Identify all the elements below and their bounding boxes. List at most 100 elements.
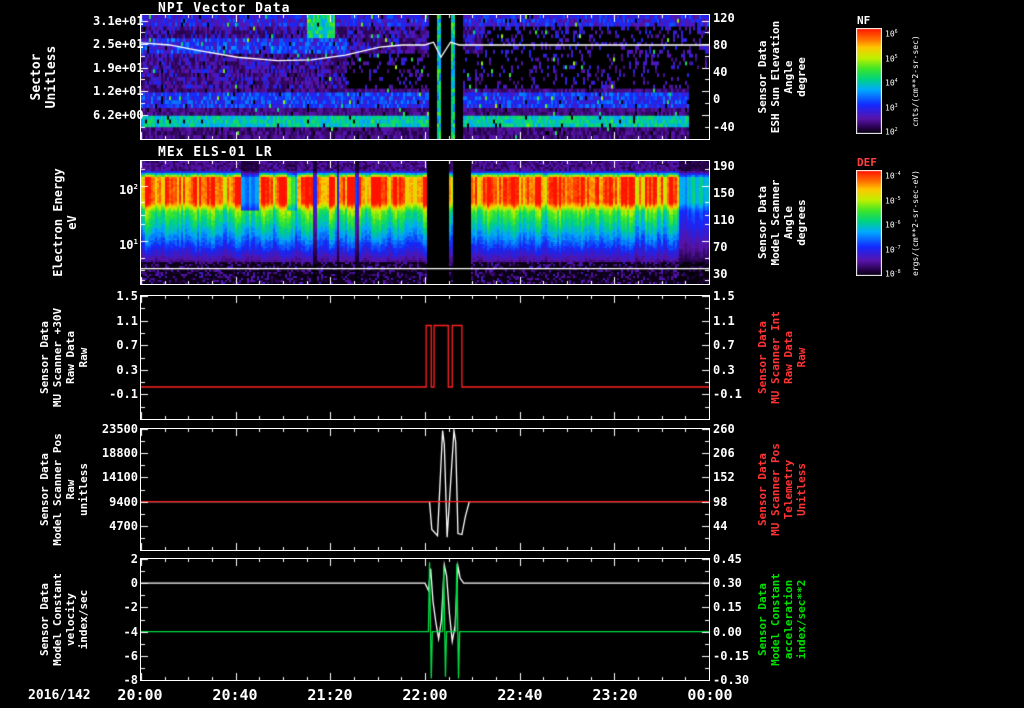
y-tick-label: -8 <box>123 673 138 687</box>
colorbar-nf-label: NF <box>857 14 871 27</box>
model-scanner-pos-ylabel-left: Sensor Data Model Scanner Pos Raw unitle… <box>38 433 90 546</box>
els-panel-title: MEx ELS-01 LR <box>158 145 273 160</box>
y-tick-label: 152 <box>713 470 735 485</box>
y-tick-label: 44 <box>713 518 728 533</box>
y-tick-label: 0.45 <box>713 552 742 566</box>
mu-scanner-raw-canvas <box>141 296 709 419</box>
y-tick-label: 0.30 <box>713 576 742 591</box>
exponent: 2 <box>894 127 898 133</box>
y-tick-label: 1.2e+01 <box>93 84 144 99</box>
colorbar-tick-label: 10-4 <box>885 171 901 181</box>
y-tick-label: 0.3 <box>116 362 138 377</box>
colorbar-def-units: ergs/(cm**2-sr-sec-eV) <box>910 170 920 276</box>
colorbar-tick-label: 10-6 <box>885 220 901 230</box>
panel-npi-vector: Sector Unitless 3.1e+01 2.5e+01 1.9e+01 1.2… <box>29 11 808 140</box>
exponent: -5 <box>894 195 901 202</box>
npi-ylabel-right: Sensor Data ESH Sun Elevation Angle degr… <box>756 20 808 134</box>
model-scanner-pos-ylabel-right: Sensor Data MU Scanner Pos Telemetry Uni… <box>756 443 808 536</box>
panel-model-scanner-pos: Sensor Data Model Scanner Pos Raw unitle… <box>38 423 808 551</box>
y-tick-label: 18800 <box>101 446 138 461</box>
model-scanner-pos-canvas <box>141 429 709 550</box>
colorbar-tick-label: 106 <box>885 29 898 39</box>
x-tick-label: 21:20 <box>307 686 353 704</box>
y-tick-label: -0.1 <box>713 387 742 402</box>
y-tick-label: 260 <box>713 422 735 436</box>
exponent: -6 <box>894 220 901 226</box>
y-tick-label: 9400 <box>109 494 138 509</box>
mu-scanner-raw-ylabel-left: Sensor Data MU Scanner +30V Raw Data Raw <box>38 307 90 408</box>
y-tick-label: 0.7 <box>713 338 735 353</box>
npi-yticks-right: 120 80 40 0 -40 <box>713 10 757 139</box>
npi-yticks-left: 3.1e+01 2.5e+01 1.9e+01 1.2e+01 6.2e+00 <box>93 13 144 139</box>
exponent: 2 <box>133 181 138 191</box>
y-tick-label: 14100 <box>101 470 138 485</box>
y-tick-label: -2 <box>123 600 138 615</box>
y-tick-label: 110 <box>713 213 735 228</box>
y-tick-label: -0.30 <box>713 673 750 687</box>
y-tick-label: 2 <box>130 552 138 566</box>
y-tick-label: 70 <box>713 240 728 255</box>
y-tick-label: 30 <box>713 267 728 282</box>
x-tick-label: 22:40 <box>497 686 543 704</box>
exponent: -4 <box>894 171 901 177</box>
npi-panel-title: NPI Vector Data <box>158 1 291 16</box>
y-tick-label: -0.15 <box>713 648 750 663</box>
colorbar-def-ticks: 10-4 10-5 10-6 10-7 10-8 <box>885 170 911 279</box>
y-tick-label: 40 <box>713 65 728 80</box>
x-tick-label: 20:40 <box>212 686 258 704</box>
x-tick-label: 23:20 <box>592 686 638 704</box>
y-tick-label: 206 <box>713 446 735 461</box>
model-constant-ylabel-right: Sensor Data Model Constant acceleration … <box>756 573 808 666</box>
exponent: 4 <box>894 78 898 84</box>
y-tick-label: 4700 <box>109 518 138 533</box>
els-yticks-left: 102 101 <box>93 161 138 284</box>
model-constant-yticks-left: 2 0 -2 -4 -6 -8 <box>93 553 138 687</box>
npi-ylabel-left: Sector Unitless <box>28 45 59 109</box>
colorbar-tick-label: 104 <box>885 78 898 88</box>
y-tick-label: 0 <box>713 92 721 107</box>
y-tick-label: 0.7 <box>116 338 138 353</box>
els-ylabel-left: Electron Energy eV <box>50 168 79 277</box>
colorbar-def-label: DEF <box>857 156 877 169</box>
els-ylabel-right: Sensor Data Model Scanner Angle degrees <box>756 179 808 266</box>
y-tick-label: 2.5e+01 <box>93 37 144 52</box>
y-tick-label: 3.1e+01 <box>93 13 144 28</box>
y-tick-label: 120 <box>713 10 735 25</box>
y-tick-label: 80 <box>713 38 728 52</box>
colorbar-tick-label: 102 <box>885 127 898 137</box>
colorbar-tick-label: 105 <box>885 53 898 64</box>
x-tick-label: 20:00 <box>117 686 163 704</box>
colorbar-tick-label: 10-8 <box>885 269 901 279</box>
exponent: -8 <box>894 269 901 275</box>
exponent: 6 <box>894 29 898 35</box>
mu-scanner-raw-ylabel-right: Sensor Data MU Scanner Int Raw Data Raw <box>756 311 808 404</box>
y-tick-label: 101 <box>119 236 138 252</box>
exponent: 5 <box>894 53 898 60</box>
panel-model-constant: Sensor Data Model Constant velocity inde… <box>38 553 808 687</box>
y-tick-label: 0 <box>130 576 138 591</box>
x-tick-label: 22:00 <box>402 686 448 704</box>
y-tick-label: 0.15 <box>713 600 742 615</box>
y-tick-label: 1.1 <box>713 313 735 328</box>
colorbar-nf-units: cnts/(cm**2-sr-sec) <box>910 35 920 127</box>
y-tick-label: 102 <box>119 181 138 197</box>
colorbar-tick-label: 103 <box>885 102 898 113</box>
els-spectrogram-canvas <box>141 161 709 284</box>
model-constant-yticks-right: 0.45 0.30 0.15 0.00 -0.15 -0.30 <box>713 553 757 687</box>
exponent: -7 <box>894 244 901 251</box>
panel-els-spectrogram: Electron Energy eV 102 101 190 150 110 70 30 … <box>51 159 808 285</box>
model-constant-ylabel-left: Sensor Data Model Constant velocity inde… <box>38 573 90 666</box>
model-scanner-pos-yticks-right: 260 206 152 98 44 <box>713 423 757 550</box>
y-tick-label: 98 <box>713 494 728 509</box>
y-tick-label: -0.1 <box>109 387 138 402</box>
y-tick-label: 1.5 <box>116 289 138 303</box>
y-tick-label: 0.3 <box>713 362 735 377</box>
colorbar-def-gradient <box>856 170 882 276</box>
y-tick-label: -4 <box>123 624 138 639</box>
y-tick-label: 190 <box>713 158 735 173</box>
model-constant-canvas <box>141 559 709 680</box>
y-tick-label: 1.5 <box>713 289 735 303</box>
els-yticks-right: 190 150 110 70 30 <box>713 158 757 284</box>
colorbar-nf-gradient <box>856 28 882 134</box>
